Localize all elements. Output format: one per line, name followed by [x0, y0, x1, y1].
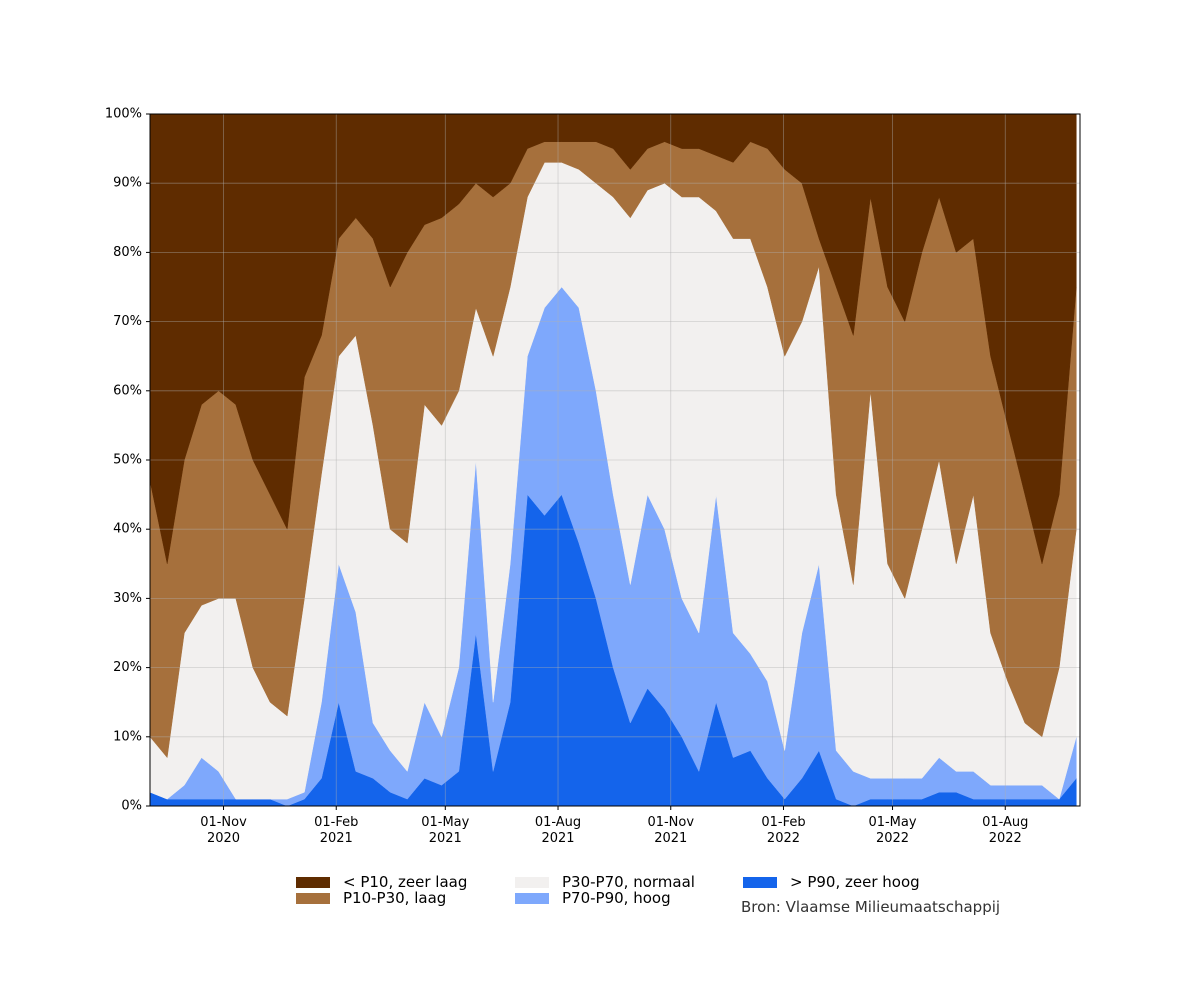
x-tick-label: 01-Feb 2021 [314, 815, 359, 846]
x-tick-label: 01-Feb 2022 [761, 815, 806, 846]
x-tick-label: 01-May 2022 [868, 815, 917, 846]
legend-swatch [296, 877, 330, 888]
legend-label: P10-P30, laag [343, 889, 447, 907]
legend-label: < P10, zeer laag [343, 873, 468, 891]
y-tick-label: 40% [113, 522, 142, 537]
legend-swatch [515, 877, 549, 888]
y-tick-label: 70% [113, 314, 142, 329]
y-tick-label: 30% [113, 591, 142, 606]
legend-swatch [515, 893, 549, 904]
x-tick-label: 01-Nov 2021 [647, 815, 695, 846]
x-tick-label: 01-May 2021 [421, 815, 470, 846]
legend-label: P30-P70, normaal [562, 873, 695, 891]
y-tick-label: 100% [105, 107, 142, 122]
y-tick-label: 50% [113, 453, 142, 468]
y-tick-label: 10% [113, 729, 142, 744]
legend-swatch [743, 877, 777, 888]
y-tick-label: 90% [113, 176, 142, 191]
y-tick-label: 60% [113, 383, 142, 398]
x-tick-label: 01-Aug 2021 [534, 815, 582, 846]
y-tick-label: 0% [121, 799, 142, 814]
plot-frame [149, 113, 1081, 807]
legend-label: > P90, zeer hoog [790, 873, 920, 891]
x-tick-label: 01-Aug 2022 [982, 815, 1029, 846]
y-tick-label: 80% [113, 245, 142, 260]
y-tick-label: 20% [113, 660, 142, 675]
legend-label: P70-P90, hoog [562, 889, 671, 907]
source-note: Bron: Vlaamse Milieumaatschappij [741, 898, 1001, 916]
x-tick-label: 01-Nov 2020 [200, 815, 247, 846]
legend-swatch [296, 893, 330, 904]
